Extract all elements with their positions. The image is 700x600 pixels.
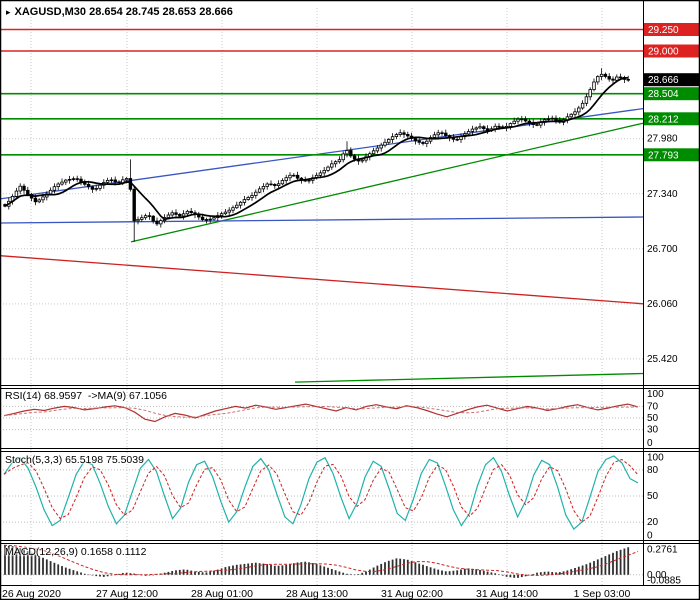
price-level-badge-28.666 <box>644 73 700 87</box>
macd-tick-label: -0.0885 <box>647 576 681 587</box>
price-level-badge-label: 27.793 <box>648 150 679 161</box>
rsi-tick-label: 100 <box>647 389 664 400</box>
rsi-tick-label: 0 <box>647 438 653 449</box>
grid-layer <box>0 8 643 585</box>
trendline-descending-red[interactable] <box>0 255 644 305</box>
rsi-indicator-label: RSI(14) 68.9597 ->MA(9) 67.1056 <box>5 390 167 402</box>
stoch-tick-label: 80 <box>647 465 659 476</box>
rsi-tick-label: 70 <box>647 401 659 412</box>
price-tick-label: 25.420 <box>647 354 678 365</box>
price-level-badge-label: 28.212 <box>648 114 679 125</box>
stoch-indicator-label: Stoch(5,3,3) 65.5198 75.5039 <box>5 454 144 466</box>
price-axis: 27.980 27.340 26.700 26.060 25.420 29.250 29.0… <box>644 23 700 365</box>
stoch-signal-line <box>3 458 639 523</box>
trendline-flat-blue[interactable] <box>0 216 644 224</box>
price-tick-label: 26.700 <box>647 244 678 255</box>
macd-indicator-label: MACD(12,26,9) 0.1658 0.1112 <box>5 546 147 558</box>
trendline-bottom-green[interactable] <box>294 372 644 383</box>
chart-marker-icon: ▸ <box>6 6 11 17</box>
date-axis: 26 Aug 2020 27 Aug 12:00 28 Aug 01:00 28 Au… <box>2 588 630 600</box>
price-level-badge-label: 29.000 <box>648 47 679 58</box>
date-tick-label: 31 Aug 02:00 <box>381 588 443 600</box>
macd-tick-label: 0.2761 <box>647 545 678 556</box>
ma-line <box>4 76 629 221</box>
date-tick-label: 26 Aug 2020 <box>2 588 61 600</box>
rsi-tick-label: 30 <box>647 425 659 436</box>
chart-title: ▸ XAGUSD,M30 28.654 28.745 28.653 28.666 <box>6 6 233 18</box>
rsi-signal-line <box>3 405 639 418</box>
price-level-badge-28.504 <box>644 87 700 101</box>
macd-tick-label: 0.00 <box>647 570 667 581</box>
stoch-line <box>3 455 639 531</box>
date-tick-label: 28 Aug 01:00 <box>191 588 253 600</box>
price-level-badge-28.212 <box>644 112 700 126</box>
trendline-ascending-green[interactable] <box>130 122 644 243</box>
price-tick-label: 27.340 <box>647 189 678 200</box>
stoch-tick-label: 0 <box>647 531 653 542</box>
levels-layer <box>0 28 643 156</box>
price-tick-label: 27.980 <box>647 134 678 145</box>
price-level-badge-29.250 <box>644 23 700 36</box>
macd-panel: 0.2761 0.00-0.0885 <box>0 545 681 587</box>
price-tick-label: 26.060 <box>647 299 678 310</box>
date-tick-label: 27 Aug 12:00 <box>96 588 158 600</box>
stoch-tick-label: 100 <box>647 453 664 464</box>
macd-signal-line <box>3 544 639 576</box>
symbol-ohlc-readout: XAGUSD,M30 28.654 28.745 28.653 28.666 <box>14 6 233 18</box>
price-level-badge-27.793 <box>644 148 700 162</box>
price-level-badge-label: 28.504 <box>648 89 679 100</box>
stoch-tick-label: 50 <box>647 491 659 502</box>
price-level-badge-label: 29.250 <box>648 25 679 36</box>
date-tick-label: 1 Sep 03:00 <box>574 588 631 600</box>
date-tick-label: 31 Aug 14:00 <box>476 588 538 600</box>
rsi-tick-label: 50 <box>647 413 659 424</box>
stoch-tick-label: 20 <box>647 517 659 528</box>
price-level-badge-29.000 <box>644 44 700 58</box>
rsi-line <box>3 403 639 423</box>
date-tick-label: 28 Aug 13:00 <box>286 588 348 600</box>
price-level-badge-label: 28.666 <box>648 75 679 86</box>
